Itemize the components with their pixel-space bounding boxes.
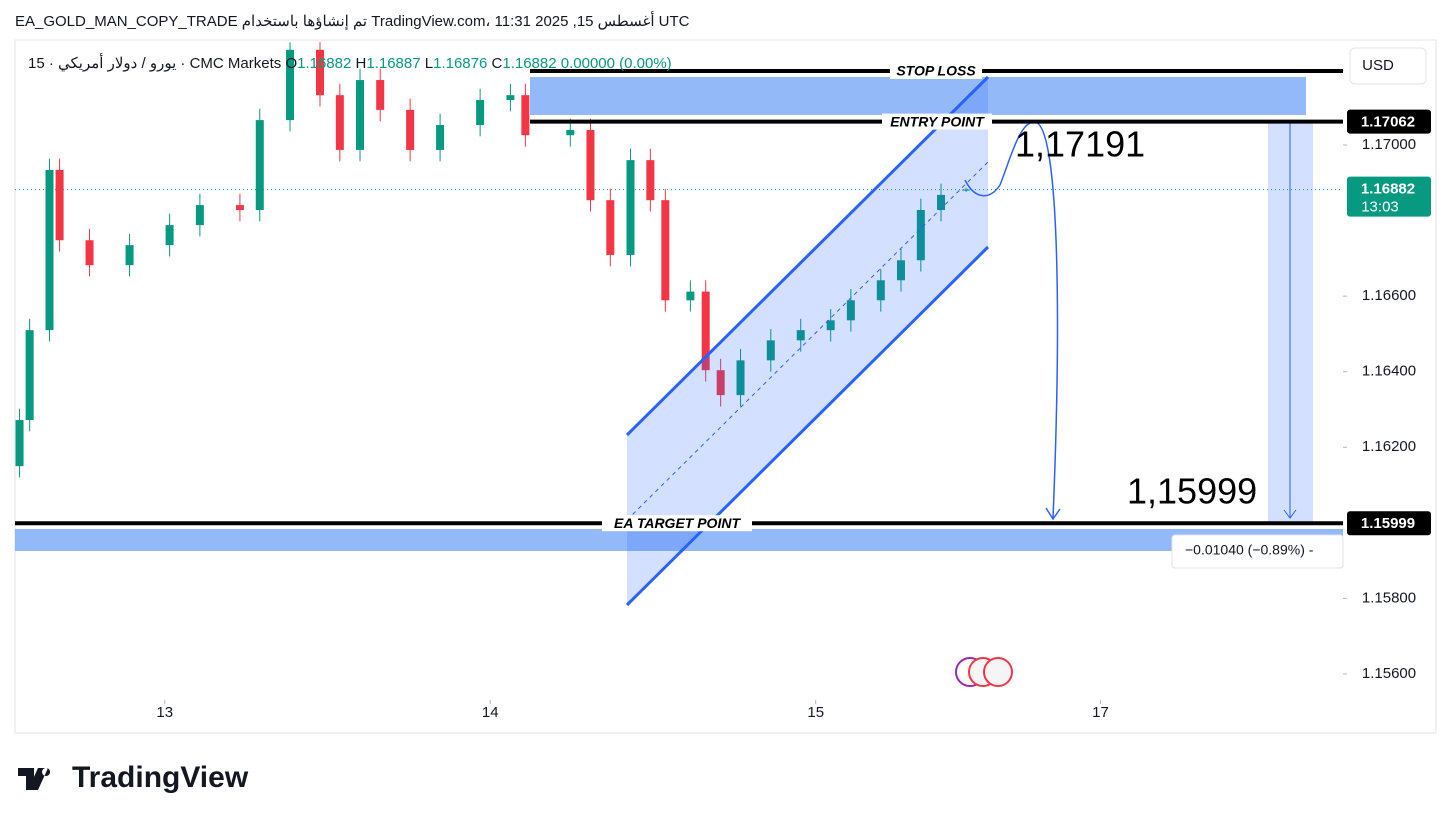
chart-frame bbox=[14, 39, 1437, 734]
candle-body bbox=[356, 80, 365, 150]
price-tag bbox=[1347, 109, 1431, 134]
candle-body bbox=[15, 420, 24, 467]
x-tick-label: 14 bbox=[482, 704, 499, 721]
y-tick-label: 1.17000 bbox=[1362, 136, 1416, 153]
candle-body bbox=[25, 330, 34, 421]
candle-body bbox=[436, 125, 445, 150]
currency-button[interactable] bbox=[1349, 47, 1427, 85]
candle-body bbox=[335, 95, 344, 150]
y-tick-label: 1.16600 bbox=[1362, 287, 1416, 304]
price-tag bbox=[1347, 176, 1431, 217]
stop-loss-label: STOP LOSS bbox=[896, 63, 976, 79]
candle-body bbox=[701, 291, 710, 371]
last-price: 1.16882 bbox=[1361, 181, 1415, 198]
x-tick-label: 13 bbox=[156, 704, 173, 721]
candle-body bbox=[165, 225, 174, 246]
caption: EA_GOLD_MAN_COPY_TRADE تم إنشاؤها باستخد… bbox=[15, 11, 690, 30]
candle-body bbox=[376, 80, 385, 110]
price-tag bbox=[1347, 511, 1431, 536]
candle-body bbox=[195, 205, 204, 226]
candle-body bbox=[606, 200, 615, 255]
legend-value: 1.16887 bbox=[366, 55, 420, 72]
y-tick-label: 1.15600 bbox=[1362, 665, 1416, 682]
candle-body bbox=[646, 160, 655, 201]
candle-body bbox=[235, 205, 244, 211]
legend-value: 1.16882 bbox=[297, 55, 351, 72]
legend-key: O bbox=[285, 55, 297, 72]
candle-body bbox=[896, 260, 905, 281]
legend-key: H bbox=[356, 55, 367, 72]
projection-high: 1,17191 bbox=[1015, 124, 1145, 165]
legend-change: 0.00000 (0.00%) bbox=[561, 55, 672, 72]
stop-loss-zone bbox=[530, 77, 1306, 115]
y-tick-label: 1.16200 bbox=[1362, 438, 1416, 455]
candle-body bbox=[937, 194, 946, 211]
measure-text: −0.01040 (−0.89%) - bbox=[1185, 542, 1314, 558]
label-bg bbox=[890, 63, 982, 79]
candle-body bbox=[826, 320, 835, 331]
candle-body bbox=[476, 100, 485, 126]
x-tick-label: 17 bbox=[1092, 704, 1109, 721]
candle-body bbox=[315, 49, 324, 96]
candle-body bbox=[45, 169, 54, 331]
y-tick-label: 1.15800 bbox=[1362, 589, 1416, 606]
entry-price: 1.17062 bbox=[1361, 114, 1415, 131]
candle-body bbox=[626, 160, 635, 255]
label-bg bbox=[882, 113, 992, 130]
candle-body bbox=[125, 245, 134, 266]
channel-fill bbox=[627, 77, 988, 605]
projection-arrowhead bbox=[1045, 507, 1061, 521]
measure-arrowhead bbox=[1283, 509, 1297, 519]
x-tick-label: 15 bbox=[807, 704, 824, 721]
candle-body bbox=[255, 120, 264, 211]
legend-key: C bbox=[492, 55, 503, 72]
label-bg bbox=[602, 515, 752, 532]
candle-body bbox=[766, 340, 775, 361]
candle-body bbox=[55, 169, 64, 241]
candle-body bbox=[846, 300, 855, 321]
candle-body bbox=[962, 189, 971, 191]
legend-symbol: يورو / دولار أمريكي · 15 · CMC Markets bbox=[28, 53, 281, 72]
candle-body bbox=[85, 240, 94, 266]
candle-body bbox=[736, 360, 745, 396]
target-zone bbox=[15, 529, 1343, 551]
y-tick-label: 1.16400 bbox=[1362, 363, 1416, 380]
measure-box bbox=[1171, 534, 1344, 569]
candle-body bbox=[876, 280, 885, 301]
projection-target: 1,15999 bbox=[1127, 471, 1257, 512]
entry-label: ENTRY POINT bbox=[890, 113, 985, 129]
candle-body bbox=[796, 330, 805, 341]
candle-body bbox=[686, 291, 695, 301]
candle-body bbox=[916, 210, 925, 261]
legend: يورو / دولار أمريكي · 15 · CMC Markets O… bbox=[28, 53, 672, 72]
legend-key: L bbox=[425, 55, 433, 72]
currency: USD bbox=[1362, 57, 1394, 74]
legend-value: 1.16876 bbox=[433, 55, 487, 72]
event-icon[interactable] bbox=[983, 657, 1013, 687]
target-label: EA TARGET POINT bbox=[614, 515, 741, 531]
candle-body bbox=[406, 109, 415, 150]
candle-body bbox=[521, 95, 530, 136]
logo: TradingView bbox=[18, 761, 249, 794]
candle-body bbox=[566, 129, 575, 136]
channel-top bbox=[625, 75, 990, 437]
brand: TradingView bbox=[72, 761, 249, 794]
candle-body bbox=[506, 95, 515, 101]
candle-body bbox=[286, 49, 295, 121]
legend-value: 1.16882 bbox=[502, 55, 556, 72]
target-price: 1.15999 bbox=[1361, 515, 1415, 532]
countdown: 13:03 bbox=[1361, 199, 1399, 216]
candle-body bbox=[661, 200, 670, 301]
candle-body bbox=[586, 129, 595, 201]
candle-body bbox=[716, 370, 725, 396]
logo-mark bbox=[18, 768, 51, 790]
channel-bottom bbox=[625, 245, 990, 607]
